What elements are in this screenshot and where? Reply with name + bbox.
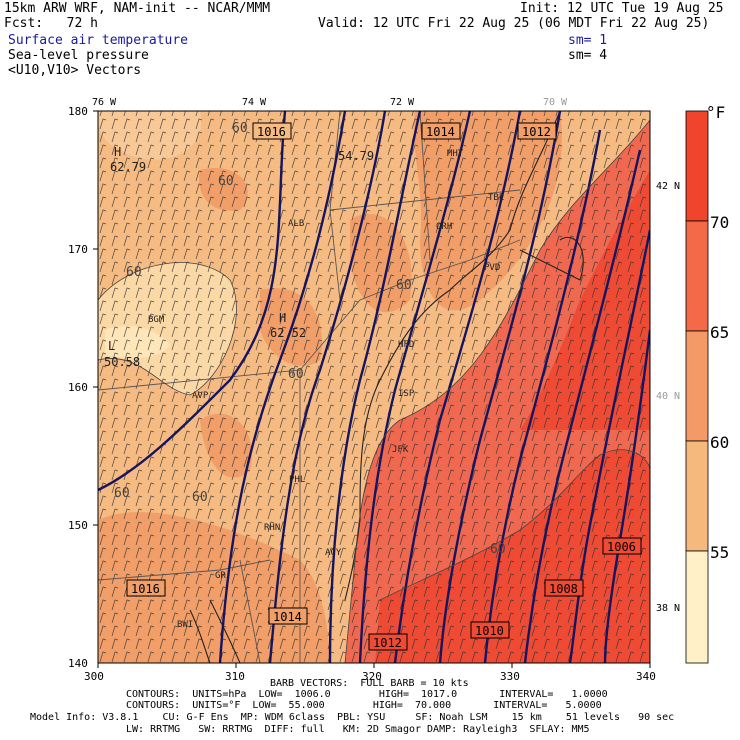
y-tick-label: 170 <box>68 243 88 256</box>
y-tick-label: 160 <box>68 381 88 394</box>
colorbar-segment <box>685 440 709 552</box>
temp-contour-label: 60 <box>192 490 208 505</box>
extremum-value: 62.79 <box>110 160 146 174</box>
pressure-label-box <box>517 122 557 140</box>
longitude-label: 74 W <box>242 97 267 108</box>
colorbar-segment <box>685 110 709 222</box>
y-tick-label: 150 <box>68 519 88 532</box>
pressure-label: 1016 <box>257 125 286 139</box>
temperature-contours-info: CONTOURS: UNITS=°F LOW= 55.000 HIGH= 70.… <box>126 700 602 711</box>
station-label: GR <box>215 571 226 581</box>
pressure-label: 1014 <box>273 610 302 624</box>
extremum-type: H <box>114 145 121 159</box>
colorbar-label: 65 <box>710 323 729 342</box>
station-label: MHT <box>447 149 464 159</box>
pressure-label-box <box>252 122 292 140</box>
pressure-label: 1006 <box>607 540 636 554</box>
valid-time: Valid: 12 UTC Fri 22 Aug 25 (06 MDT Fri … <box>318 16 710 31</box>
longitude-label: 72 W <box>390 97 415 108</box>
y-tick-label: 180 <box>68 105 88 118</box>
station-label: PVD <box>484 263 500 273</box>
colorbar-label: 55 <box>710 543 729 562</box>
extremum-type: H <box>279 311 286 325</box>
station-label: ALB <box>288 219 304 229</box>
pressure-label: 1016 <box>131 582 160 596</box>
colorbar-unit: °F <box>706 103 725 122</box>
temp-contour-label: 60 <box>490 542 506 557</box>
pressure-label: 1014 <box>426 125 455 139</box>
station-label: RHN <box>264 523 280 533</box>
pressure-label: 1012 <box>373 636 402 650</box>
field2-smoothing: sm= 4 <box>568 48 608 63</box>
isobars <box>98 111 650 663</box>
colorbar-label: 60 <box>710 433 729 452</box>
pressure-label-box <box>421 122 461 140</box>
barb-vectors-info: BARB VECTORS: FULL BARB = 10 kts <box>270 678 469 689</box>
field1-smoothing: sm= 1 <box>568 33 608 48</box>
temp-contour-label: 60 <box>396 278 412 293</box>
temp-contour-label: 60 <box>288 367 304 382</box>
station-label: ISP <box>398 389 415 399</box>
pressure-label-box <box>368 633 408 651</box>
pressure-label-box <box>602 537 642 555</box>
station-label: BGM <box>148 315 165 325</box>
field-wind-vectors: <U10,V10> Vectors <box>8 63 142 78</box>
x-axis-ticks <box>97 663 651 668</box>
colorbar: °F 70 65 60 55 <box>685 103 729 664</box>
extremum-value: 50.58 <box>104 355 140 369</box>
temp-contour-label: 60 <box>114 486 130 501</box>
field-sea-level-pressure: Sea-level pressure <box>8 48 149 63</box>
station-label: HFD <box>398 340 414 350</box>
extremum-value: 62.52 <box>270 326 306 340</box>
extremum-value: 54.79 <box>338 149 374 163</box>
x-tick-label: 300 <box>84 670 104 683</box>
colorbar-segment <box>685 550 709 664</box>
coastline <box>189 111 584 663</box>
temp-contour-label: 60 <box>232 121 248 136</box>
x-tick-label: 330 <box>500 670 520 683</box>
station-label: JFK <box>392 445 409 455</box>
x-tick-label: 310 <box>225 670 245 683</box>
longitude-label: 70 W <box>543 97 568 108</box>
station-label: BWI <box>177 620 193 630</box>
y-axis-ticks <box>93 110 98 526</box>
model-info-line2: LW: RRTMG SW: RRTMG DIFF: full KM: 2D Sm… <box>126 724 590 735</box>
x-tick-label: 340 <box>636 670 656 683</box>
latitude-label: 38 N <box>656 603 680 614</box>
colorbar-segment <box>685 220 709 332</box>
pressure-label-box <box>544 579 584 597</box>
latitude-label: 42 N <box>656 181 680 192</box>
init-time: Init: 12 UTC Tue 19 Aug 25 <box>520 1 724 16</box>
temp-contour-label: 60 <box>126 265 142 280</box>
model-info-line1: Model Info: V3.8.1 CU: G-F Ens MP: WDM 6… <box>30 712 675 723</box>
pressure-label-box <box>126 579 166 597</box>
x-tick-label: 320 <box>362 670 382 683</box>
latitude-label: 40 N <box>656 391 680 402</box>
station-label: ORH <box>436 222 452 232</box>
model-title: 15km ARW WRF, NAM-init -- NCAR/MMM <box>4 1 271 16</box>
pressure-label: 1012 <box>522 125 551 139</box>
station-label: ACY <box>325 548 342 558</box>
extremum-type: L <box>108 339 115 353</box>
pressure-contours-info: CONTOURS: UNITS=hPa LOW= 1006.0 HIGH= 10… <box>126 689 608 700</box>
forecast-hour: Fcst: 72 h <box>4 16 98 31</box>
pressure-labels: 1016 1014 1012 1014 1016 1014 1012 1010 … <box>126 122 642 651</box>
y-tick-label: 140 <box>68 657 88 670</box>
colorbar-segment <box>685 330 709 442</box>
station-label: AVP <box>192 391 209 401</box>
pressure-label-box <box>268 607 308 625</box>
wind-barbs <box>98 111 650 663</box>
station-label: PHL <box>289 475 305 485</box>
pressure-label: 1010 <box>475 624 504 638</box>
colorbar-label: 70 <box>710 213 729 232</box>
field-surface-temperature: Surface air temperature <box>8 33 189 48</box>
temp-contour-label: 60 <box>218 174 234 189</box>
pressure-label-box <box>470 621 510 639</box>
longitude-label: 76 W <box>92 97 117 108</box>
pressure-label: 1008 <box>549 582 578 596</box>
station-label: TBE <box>488 193 504 203</box>
temperature-contours <box>98 119 650 663</box>
